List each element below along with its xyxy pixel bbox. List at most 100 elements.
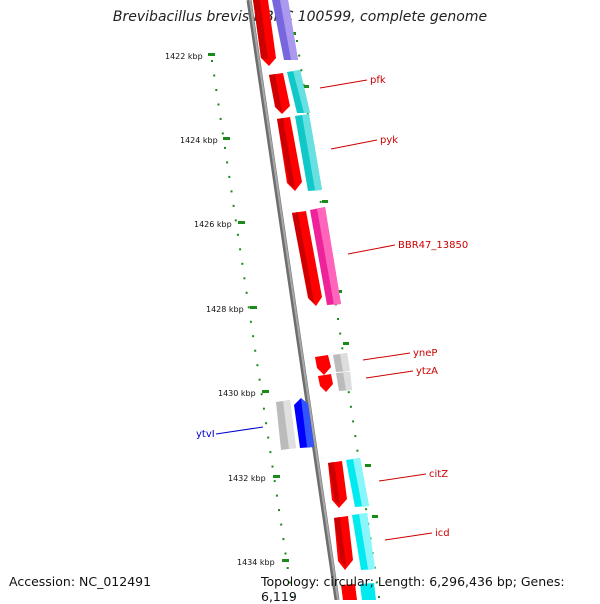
scale-ring-dot <box>378 596 380 598</box>
scale-label: 1428 kbp <box>206 305 244 314</box>
gene-ytvi-gray <box>276 400 296 450</box>
scale-ring-dot <box>211 60 213 62</box>
gene-pfk-red <box>269 73 290 114</box>
gene-label-pfk: pfk <box>370 75 386 86</box>
gene-label-ytvi: ytvI <box>196 429 215 440</box>
scale-ring-dot <box>249 320 252 323</box>
scale-ring-dot <box>213 74 216 77</box>
gene-label-pyk: pyk <box>380 135 398 146</box>
gene-label-icd: icd <box>435 528 450 539</box>
scale-ring-dot <box>254 349 257 352</box>
scale-label: 1430 kbp <box>218 389 256 398</box>
scale-ring-dot <box>341 347 344 350</box>
gene-bottom-cyan <box>360 583 376 600</box>
scale-label: 1434 kbp <box>237 558 275 567</box>
scale-ring-dot <box>267 436 270 439</box>
scale-tick <box>250 306 257 309</box>
scale-ring-dot <box>260 393 263 396</box>
gene-ytza-red <box>318 374 333 392</box>
scale-ring-dot <box>275 494 278 497</box>
gene-pyk-teal <box>295 114 322 191</box>
scale-ring-dot <box>215 89 218 91</box>
scale-ring-dot <box>356 449 359 452</box>
scale-ring-dot <box>339 332 342 335</box>
scale-ring-dot <box>217 103 220 106</box>
gene-citz-red <box>328 461 347 508</box>
gene-label-ytza: ytzA <box>416 366 438 377</box>
scale-ring-dot <box>221 132 224 135</box>
gene-icd-cyan <box>352 513 375 570</box>
scale-ring-dot <box>347 391 350 394</box>
scale-ring-dot <box>291 596 293 598</box>
scale-ring-dot <box>243 277 246 280</box>
scale-label: 1422 kbp <box>165 52 203 61</box>
scale-ring-dot <box>352 420 355 423</box>
scale-ticks: 1422 kbp 1424 kbp 1426 kbp 1428 kbp 1430… <box>165 52 289 567</box>
scale-ring-dot <box>236 233 239 236</box>
scale-ring-dot <box>365 508 368 511</box>
gene-label-ynep: yneP <box>413 348 437 359</box>
scale-ring-dot <box>354 435 357 438</box>
scale-ring-dot <box>265 422 268 425</box>
scale-ring-dot <box>258 378 261 381</box>
gene-ytvi-blue <box>294 398 314 448</box>
scale-ring-dot <box>262 407 265 410</box>
scale-ring-dot <box>319 200 322 203</box>
scale-tick <box>282 559 289 562</box>
scale-ring-dot <box>226 161 229 164</box>
scale-ring-dot <box>288 581 291 584</box>
scale-ring-dot <box>234 219 237 222</box>
scale-ring-dot <box>349 405 352 408</box>
scale-ring-dot <box>375 581 378 584</box>
scale-ring-dot <box>252 335 255 338</box>
scale-tick <box>273 475 280 478</box>
scale-label: 1424 kbp <box>180 136 218 145</box>
gene-ytza-gray <box>336 372 352 391</box>
scale-ring-dot <box>337 318 339 320</box>
scale-ring-dot <box>296 40 298 42</box>
scale-ring-dot <box>245 291 248 294</box>
scale-ring-dot <box>269 451 272 454</box>
gene-pfk-teal <box>287 70 310 113</box>
scale-ring-dot <box>241 262 244 265</box>
scale-ring-dot <box>228 175 231 178</box>
gene-label-bbr47: BBR47_13850 <box>398 240 468 251</box>
scale-ring-dot <box>271 465 274 468</box>
scale-ring-dot <box>239 248 242 251</box>
gene-citz-cyan <box>346 458 369 507</box>
scale-label: 1426 kbp <box>194 220 232 229</box>
gene-label-citz: citZ <box>429 469 448 480</box>
scale-ring-dot <box>256 364 259 367</box>
scale-tick <box>262 390 269 393</box>
gene-ynep-gray <box>333 353 350 372</box>
scale-ring-dot <box>284 552 287 555</box>
gene-pyk-red <box>277 117 302 191</box>
scale-ring-dot <box>300 69 303 72</box>
scale-label: 1432 kbp <box>228 474 266 483</box>
gene-top-purple <box>272 0 298 60</box>
gene-top-red <box>253 0 276 66</box>
accession-text: Accession: NC_012491 <box>9 574 152 589</box>
gene-bbr47-red <box>292 211 322 306</box>
scale-ring-dot <box>302 83 305 86</box>
scale-ring-dot <box>280 523 283 526</box>
scale-ring-dot <box>282 538 285 541</box>
scale-ring-dot <box>247 306 250 309</box>
scale-ring-dot <box>286 567 289 569</box>
gene-bottom-red <box>341 584 357 600</box>
scale-tick <box>238 221 245 224</box>
scale-tick <box>208 53 215 56</box>
scale-ring-dot <box>224 146 226 149</box>
gene-bbr47-magenta <box>310 207 341 305</box>
scale-tick <box>223 137 230 140</box>
gene-icd-red <box>334 516 353 570</box>
scale-ring-dot <box>278 509 280 512</box>
gene-ynep-red <box>315 355 331 375</box>
gene-labels: pfk pyk BBR47_13850 yneP ytzA ytvI citZ … <box>196 75 468 539</box>
scale-ring-dot <box>273 480 276 483</box>
map-title: Brevibacillus brevis NBRC 100599, comple… <box>112 9 488 25</box>
scale-ring-dot <box>298 54 301 57</box>
scale-ring-dot <box>230 190 233 193</box>
